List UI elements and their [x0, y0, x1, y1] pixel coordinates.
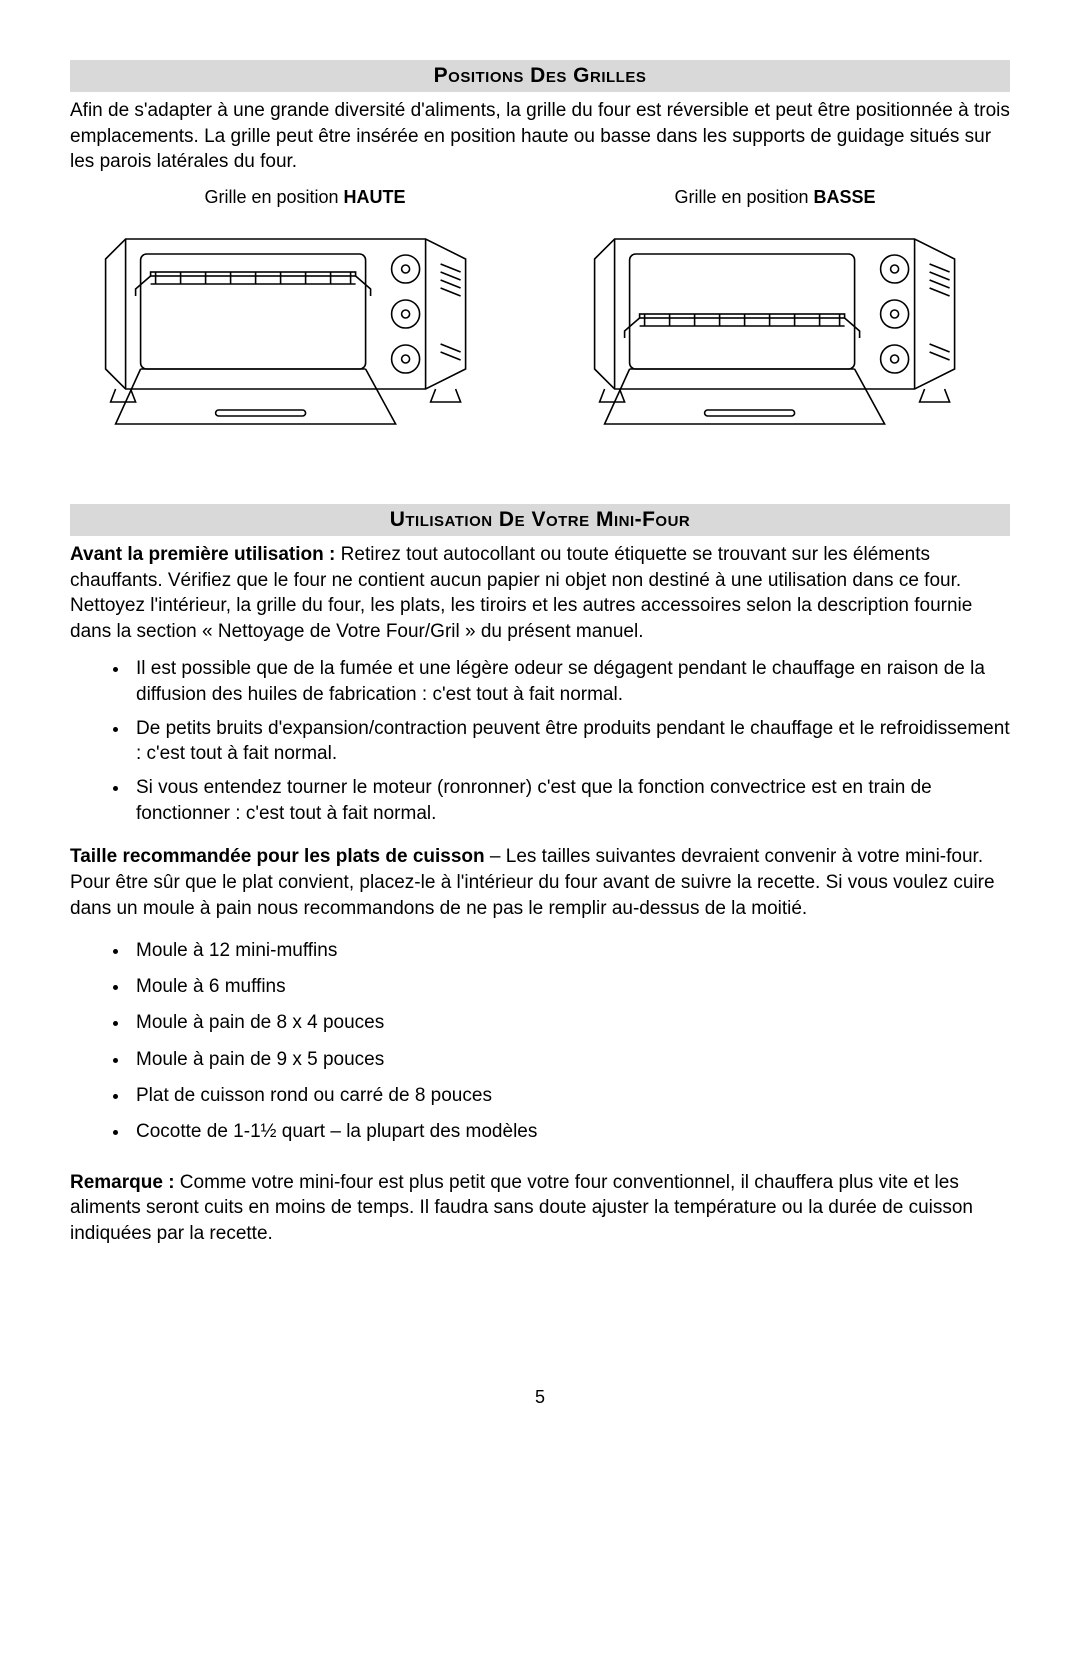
- note-bold: Remarque :: [70, 1172, 175, 1193]
- size-list: Moule à 12 mini-muffins Moule à 6 muffin…: [70, 933, 1010, 1150]
- list-item: Cocotte de 1-1½ quart – la plupart des m…: [130, 1114, 1010, 1150]
- para2-bold: Taille recommandée pour les plats de cui…: [70, 846, 485, 867]
- caption-row: Grille en position HAUTE Grille en posit…: [70, 187, 1010, 208]
- oven-svg-high: [70, 214, 521, 444]
- list-item: Moule à pain de 9 x 5 pouces: [130, 1042, 1010, 1078]
- para-sizes: Taille recommandée pour les plats de cui…: [70, 844, 1010, 921]
- section-header-positions: Positions Des Grilles: [70, 60, 1010, 92]
- note-rest: Comme votre mini-four est plus petit que…: [70, 1172, 973, 1244]
- caption-left-prefix: Grille en position: [204, 187, 343, 207]
- list-item: De petits bruits d'expansion/contraction…: [130, 716, 1010, 767]
- para-first-use: Avant la première utilisation : Retirez …: [70, 542, 1010, 645]
- oven-figure-high: [70, 214, 521, 444]
- caption-left-bold: HAUTE: [344, 187, 406, 207]
- note-paragraph: Remarque : Comme votre mini-four est plu…: [70, 1170, 1010, 1247]
- para1-bold: Avant la première utilisation :: [70, 544, 335, 565]
- caption-left: Grille en position HAUTE: [70, 187, 540, 208]
- oven-figure-low: [559, 214, 1010, 444]
- bullets-list: Il est possible que de la fumée et une l…: [70, 656, 1010, 826]
- caption-right: Grille en position BASSE: [540, 187, 1010, 208]
- list-item: Plat de cuisson rond ou carré de 8 pouce…: [130, 1078, 1010, 1114]
- list-item: Moule à pain de 8 x 4 pouces: [130, 1005, 1010, 1041]
- page-number: 5: [70, 1387, 1010, 1408]
- list-item: Il est possible que de la fumée et une l…: [130, 656, 1010, 707]
- caption-right-prefix: Grille en position: [674, 187, 813, 207]
- caption-right-bold: BASSE: [814, 187, 876, 207]
- list-item: Moule à 6 muffins: [130, 969, 1010, 1005]
- intro-paragraph: Afin de s'adapter à une grande diversité…: [70, 98, 1010, 175]
- list-item: Si vous entendez tourner le moteur (ronr…: [130, 775, 1010, 826]
- figures-row: [70, 214, 1010, 444]
- section-header-utilisation: Utilisation De Votre Mini-Four: [70, 504, 1010, 536]
- oven-svg-low: [559, 214, 1010, 444]
- list-item: Moule à 12 mini-muffins: [130, 933, 1010, 969]
